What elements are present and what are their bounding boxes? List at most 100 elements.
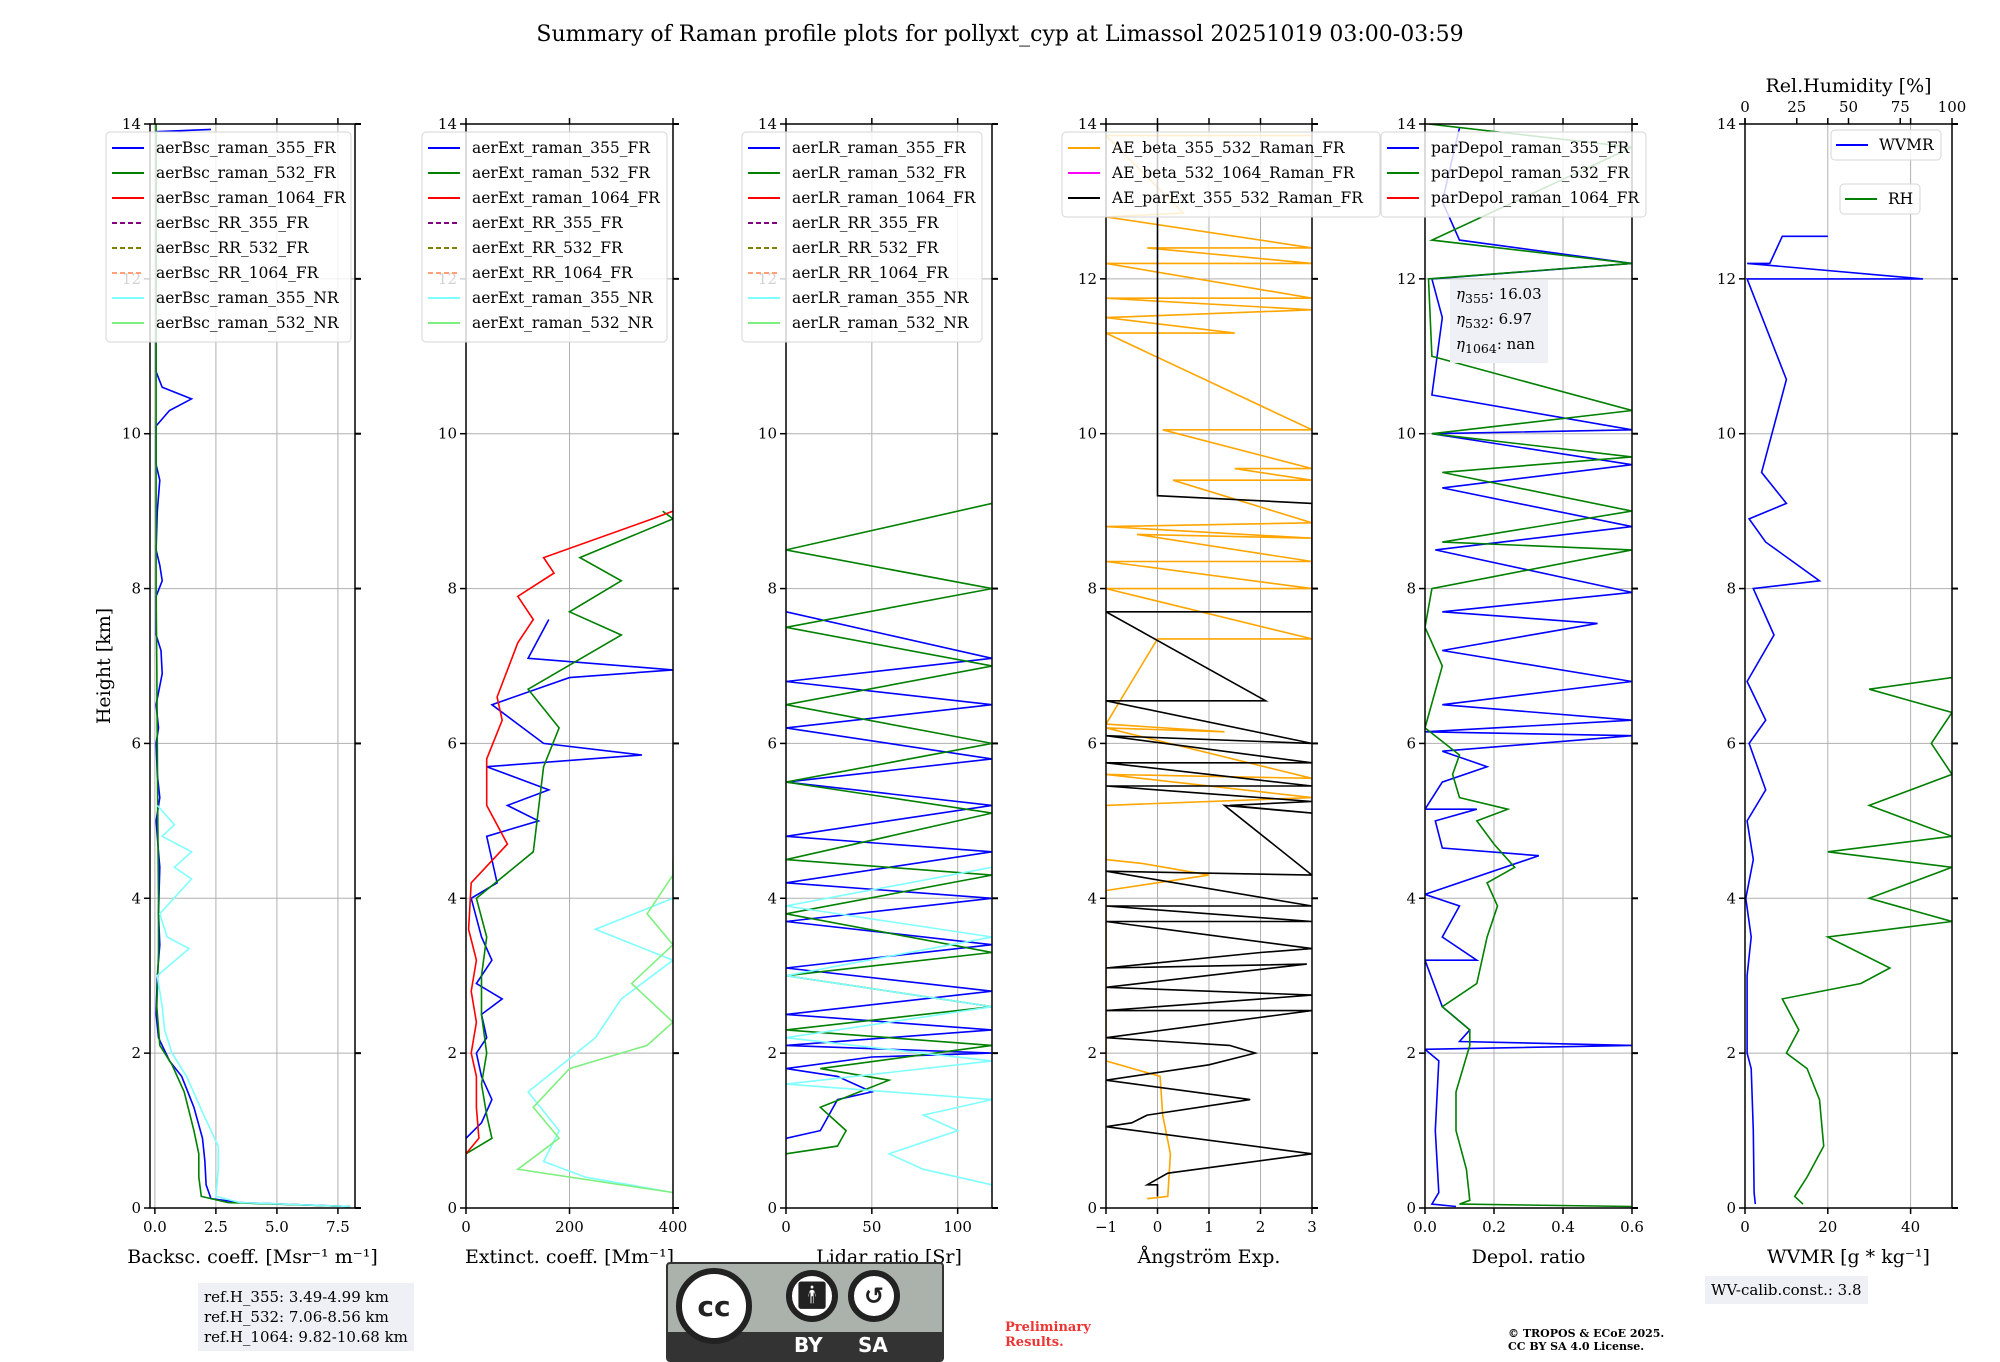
x-axis-label: Ångström Exp. [1137, 1246, 1281, 1268]
y-tick-label: 8 [131, 580, 141, 598]
legend-label: aerLR_RR_355_FR [792, 214, 940, 232]
cc-logo-icon: cc [676, 1268, 752, 1344]
x-tick-label: 0 [781, 1218, 791, 1236]
y-tick-label: 8 [767, 580, 777, 598]
figure-title: Summary of Raman profile plots for polly… [536, 22, 1464, 47]
series-line-aerExt_raman_532_NR [515, 859, 673, 1194]
ref-height-1064: ref.H_1064: 9.82-10.68 km [204, 1328, 408, 1346]
axes-frame [149, 123, 356, 1209]
series-line-RH [1781, 676, 1952, 1205]
x-tick-label: 0.0 [1413, 1218, 1437, 1236]
panel-depol: 0.0 0.2 0.4 0.6 0 2 4 6 8 10 12 14 Depol. ratio parDe… [1380, 115, 1647, 1268]
y-tick-label: 8 [1726, 580, 1736, 598]
x-top-tick-label: 25 [1787, 98, 1806, 116]
y-tick-label: 6 [131, 734, 141, 752]
x-tick-label: 40 [1901, 1218, 1920, 1236]
x-tick-label: 1 [1204, 1218, 1214, 1236]
by-label: BY [794, 1333, 823, 1357]
eta-box: η355: 16.03 η532: 6.97 η1064: nan [1450, 280, 1548, 363]
x-axis-label: WVMR [g * kg⁻¹] [1767, 1246, 1930, 1268]
y-tick-label: 14 [1397, 115, 1416, 133]
series-line-aerExt_raman_1064_FR [466, 510, 673, 1155]
x-tick-label: 400 [659, 1218, 688, 1236]
legend-label: aerExt_raman_355_FR [472, 139, 651, 157]
y-tick-label: 10 [1717, 425, 1736, 443]
y-tick-label: 10 [1078, 425, 1097, 443]
panel-lidar_ratio: 05010002468101214Lidar ratio [Sr]aerLR_r… [741, 115, 998, 1268]
copyright-notice: © TROPOS & ECoE 2025. CC BY SA 4.0 Licen… [1508, 1327, 1665, 1353]
x-top-tick-label: 0 [1740, 98, 1750, 116]
y-tick-label: 4 [1406, 889, 1416, 907]
x-tick-label: 0.6 [1620, 1218, 1644, 1236]
legend-label: aerLR_raman_355_FR [792, 139, 967, 157]
eta-355: η355: 16.03 [1456, 285, 1542, 306]
legend-label: aerLR_raman_355_NR [792, 289, 970, 307]
y-tick-label: 0 [1726, 1199, 1736, 1217]
x-axis-label: Backsc. coeff. [Msr⁻¹ m⁻¹] [127, 1246, 378, 1268]
x-axis-label: Depol. ratio [1472, 1246, 1586, 1268]
series-line-aerBsc_raman_532_FR [155, 124, 351, 1208]
legend-label: aerExt_raman_1064_FR [472, 189, 661, 207]
wv-calib-text: WV-calib.const.: 3.8 [1711, 1281, 1862, 1299]
x-tick-label: 0.2 [1482, 1218, 1506, 1236]
x-tick-label: 200 [555, 1218, 584, 1236]
y-axis-label: Height [km] [93, 608, 115, 724]
legend-box [105, 131, 352, 343]
y-tick-label: 2 [1087, 1044, 1097, 1062]
y-tick-label: 0 [1087, 1199, 1097, 1217]
legend-label: aerBsc_raman_355_FR [156, 139, 337, 157]
y-tick-label: 6 [767, 734, 777, 752]
y-tick-label: 0 [1406, 1199, 1416, 1217]
y-tick-label: 0 [447, 1199, 457, 1217]
legend-label: aerBsc_raman_532_FR [156, 164, 337, 182]
wv-calib-box: WV-calib.const.: 3.8 [1705, 1276, 1868, 1304]
series-line-aerExt_raman_355_FR [466, 619, 673, 1139]
x-tick-label: 3 [1307, 1218, 1317, 1236]
legend-label: parDepol_raman_1064_FR [1431, 189, 1640, 207]
legend-label: aerBsc_raman_532_NR [156, 314, 340, 332]
y-tick-label: 10 [122, 425, 141, 443]
legend-backscatter: aerBsc_raman_355_FR aerBsc_raman_532_FRae… [105, 131, 352, 343]
x-axis-label: Extinct. coeff. [Mm⁻¹] [465, 1246, 674, 1268]
x-tick-label: 50 [862, 1218, 881, 1236]
axes-frame [785, 123, 993, 1209]
series-line-parDepol_raman_355_FR [1425, 127, 1632, 1208]
y-tick-label: 14 [1078, 115, 1097, 133]
x-top-tick-label: 100 [1938, 98, 1967, 116]
legend-label: AE_beta_355_532_Raman_FR [1111, 139, 1346, 157]
cc-license-badge: cc 🚹︎ ↺ BY SA [666, 1262, 944, 1362]
legend-depol: parDepol_raman_355_FR parDepol_raman_532_… [1380, 131, 1647, 218]
axes-frame [1424, 123, 1633, 1209]
legend-label: aerExt_RR_1064_FR [472, 264, 634, 282]
ref-heights-box: ref.H_355: 3.49-4.99 km ref.H_532: 7.06-… [198, 1283, 414, 1351]
legend-label: aerExt_RR_355_FR [472, 214, 624, 232]
legend-RH: RH [1839, 183, 1921, 215]
series-line-aerBsc_raman_355_NR [156, 804, 351, 1208]
panel-wvmr_rh: 0 20 40 0 2 4 6 8 10 12 14 WVMR [g * kg⁻¹] 0 25 50 75 10… [1717, 75, 1966, 1268]
y-tick-label: 6 [1087, 734, 1097, 752]
legend-angstrom: AE_beta_355_532_Raman_FR AE_beta_532_1064… [1061, 131, 1381, 218]
ref-height-532: ref.H_532: 7.06-8.56 km [204, 1308, 389, 1326]
series-line-parDepol_raman_532_FR [1425, 124, 1632, 1208]
legend-label: aerBsc_raman_355_NR [156, 289, 340, 307]
series-line-aerLR_raman_355_NR [786, 866, 992, 1193]
legend-lidar_ratio: aerLR_raman_355_FR aerLR_raman_532_FR aerL… [741, 131, 983, 343]
legend-label: aerLR_raman_532_FR [792, 164, 967, 182]
person-icon: 🚹︎ [786, 1270, 838, 1322]
legend-label: aerLR_raman_532_NR [792, 314, 970, 332]
y-tick-label: 12 [1397, 270, 1416, 288]
y-tick-label: 2 [447, 1044, 457, 1062]
x-tick-label: 0.0 [143, 1218, 167, 1236]
legend-label: aerBsc_RR_532_FR [156, 239, 310, 257]
legend-label: RH [1888, 190, 1913, 208]
y-tick-label: 0 [131, 1199, 141, 1217]
share-alike-icon: ↺ [848, 1270, 900, 1322]
preliminary-notice: Preliminary Results. [1005, 1320, 1091, 1350]
x-tick-label: 7.5 [326, 1218, 350, 1236]
series-line-WVMR [1745, 235, 1924, 1205]
series-line-aerLR_raman_532_FR [786, 502, 992, 1155]
series-line-AE_beta_355_532_Raman_FR [1106, 134, 1312, 1200]
y-tick-label: 2 [1726, 1044, 1736, 1062]
